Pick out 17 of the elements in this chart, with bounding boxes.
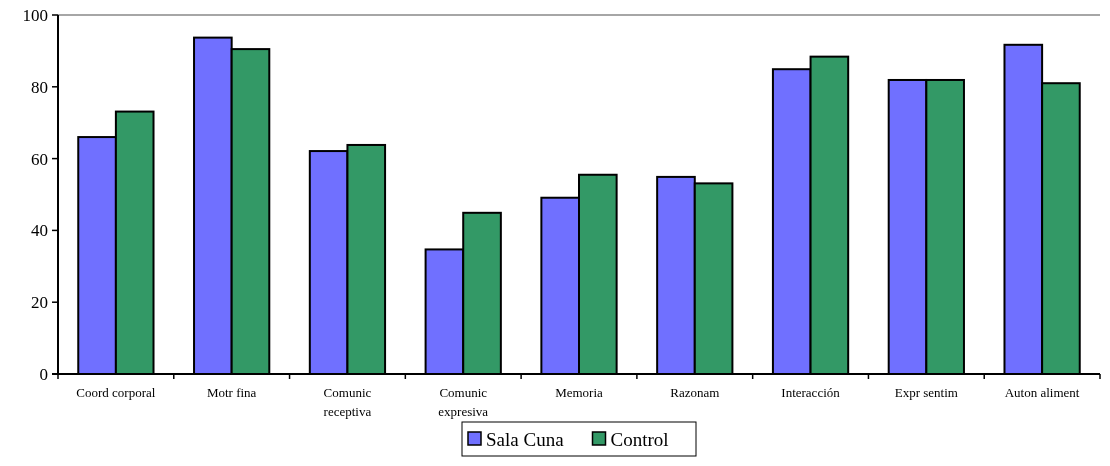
y-tick-label: 40 bbox=[31, 221, 48, 241]
x-tick-label: Comunic receptiva bbox=[323, 385, 372, 419]
y-tick-label: 100 bbox=[22, 5, 48, 25]
x-tick-label: Comunic expresiva bbox=[438, 385, 489, 419]
y-tick-label: 60 bbox=[31, 149, 48, 169]
legend-label: Control bbox=[610, 428, 669, 450]
y-tick-label: 80 bbox=[31, 77, 48, 97]
legend-label: Sala Cuna bbox=[486, 428, 565, 450]
x-tick-label: Auton aliment bbox=[1004, 385, 1080, 400]
x-tick-label: Expr sentim bbox=[894, 385, 958, 400]
x-tick-label: Coord corporal bbox=[76, 385, 156, 400]
x-tick-label: Interacción bbox=[781, 385, 841, 400]
x-tick-label: Memoria bbox=[555, 385, 604, 400]
x-tick-label: Razonam bbox=[670, 385, 720, 400]
y-tick-label: 0 bbox=[39, 364, 48, 384]
y-tick-label: 20 bbox=[31, 293, 48, 313]
x-tick-label: Motr fina bbox=[206, 385, 257, 400]
